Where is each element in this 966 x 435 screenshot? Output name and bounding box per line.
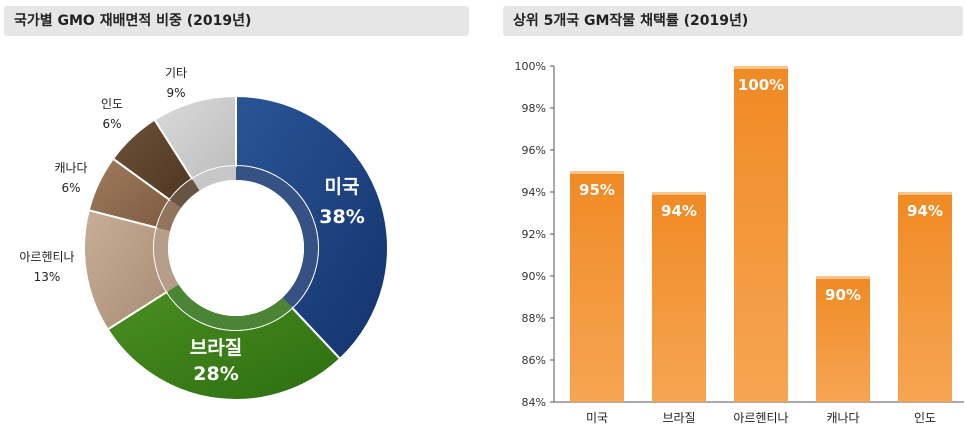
pie-label-name-2: 아르헨티나 [19, 250, 74, 264]
bar-0 [570, 171, 624, 402]
y-tick-label: 84% [522, 396, 546, 409]
pie-label-value-4: 6% [102, 117, 121, 131]
pie-label-name-3: 캐나다 [54, 161, 87, 175]
pie-slice-inner-2 [153, 227, 179, 292]
x-tick-label-3: 캐나다 [826, 411, 859, 425]
y-tick-label: 98% [522, 102, 546, 115]
y-tick-label: 86% [522, 354, 546, 367]
y-tick-label: 100% [515, 60, 546, 73]
pie-label-name-5: 기타 [165, 66, 187, 80]
bar-4 [898, 192, 952, 402]
y-tick-label: 92% [522, 228, 546, 241]
bar-cap-0 [570, 171, 624, 174]
x-tick-label-1: 브라질 [662, 411, 695, 425]
bar-cap-1 [652, 192, 706, 195]
pie-label-name-0: 미국 [325, 176, 360, 198]
bar-cap-4 [898, 192, 952, 195]
pie-label-value-3: 6% [61, 181, 80, 195]
pie-slice-inner-3 [156, 199, 181, 232]
bar-2 [734, 66, 788, 402]
y-tick-label: 88% [522, 312, 546, 325]
pie-slice-inner-4 [169, 178, 200, 209]
bar-chart: 84% 86% 88% 90% 92% 94% 96% 98% 100% 95% 미국 94% 브라질 1… [515, 60, 964, 425]
bar-data-label-2: 100% [738, 76, 784, 94]
pie-slice-inner-0 [236, 166, 318, 308]
pie-label-value-5: 9% [166, 86, 185, 100]
bar-cap-3 [816, 276, 870, 279]
y-tick-label: 94% [522, 186, 546, 199]
pie-label-value-2: 13% [34, 270, 61, 284]
bar-chart-title: 상위 5개국 GM작물 채택률 (2019년) [503, 6, 963, 36]
bar-cap-2 [734, 66, 788, 69]
bar-data-label-4: 94% [907, 202, 943, 220]
pie-chart: 미국 38% 브라질 28% 아르헨티나 13% 캐나다 6% 인도 6% 기타 9% [19, 66, 389, 401]
pie-label-name-4: 인도 [101, 97, 123, 111]
pie-slice-inner-5 [192, 166, 236, 191]
bar-data-label-3: 90% [825, 286, 861, 304]
bar-1 [652, 192, 706, 402]
pie-label-value-0: 38% [319, 206, 364, 228]
pie-slice-inner-1 [166, 284, 293, 330]
y-tick-label: 90% [522, 270, 546, 283]
pie-label-value-1: 28% [193, 363, 238, 385]
bar-data-label-0: 95% [579, 181, 615, 199]
pie-chart-title: 국가별 GMO 재배면적 비중 (2019년) [4, 6, 469, 36]
y-tick-label: 96% [522, 144, 546, 157]
x-tick-label-0: 미국 [586, 411, 608, 425]
x-tick-label-2: 아르헨티나 [733, 411, 788, 425]
bar-data-label-1: 94% [661, 202, 697, 220]
pie-label-name-1: 브라질 [190, 337, 242, 359]
x-tick-label-4: 인도 [914, 411, 936, 425]
bar-3 [816, 276, 870, 402]
pie-hole [168, 180, 304, 316]
